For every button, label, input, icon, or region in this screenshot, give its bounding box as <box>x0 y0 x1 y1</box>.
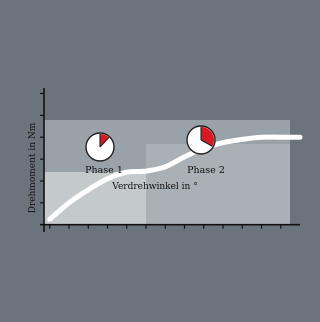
clock-hand <box>200 139 213 147</box>
y-axis-label: Drehmoment in Nm <box>28 122 38 213</box>
axes <box>40 88 300 232</box>
phase1-region <box>44 172 146 224</box>
phase2-region <box>146 144 290 224</box>
torque-curve <box>47 134 303 222</box>
x-axis-label: Verdrehwinkel in ° <box>111 182 197 192</box>
phase2-label: Phase 2 <box>187 165 225 176</box>
phase1-clock-icon <box>85 132 115 162</box>
clock-wedge <box>100 134 109 147</box>
phase1-label: Phase 1 <box>85 165 123 176</box>
phase2-clock-icon <box>186 125 216 155</box>
clock-hand <box>99 137 110 148</box>
